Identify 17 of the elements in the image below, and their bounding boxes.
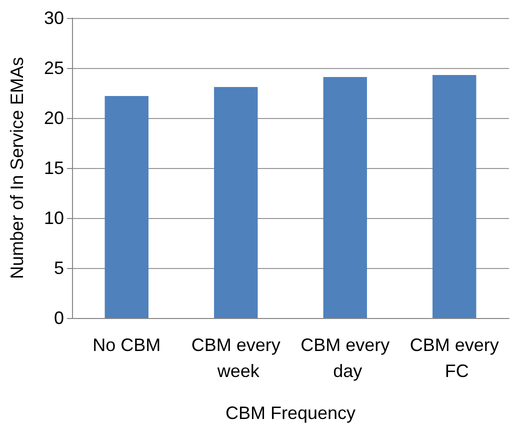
y-tick-label: 15: [44, 158, 64, 178]
x-tick-label: No CBM: [92, 335, 161, 355]
y-tick-label: 25: [44, 58, 64, 78]
x-tick-label: CBM every week: [191, 335, 280, 381]
bar: [432, 75, 476, 318]
y-tick-label: 5: [54, 258, 64, 278]
bar: [323, 77, 367, 318]
x-tick-label: CBM every FC: [410, 335, 499, 381]
bar: [214, 87, 258, 318]
x-tick-label: CBM every day: [300, 335, 390, 381]
x-axis-title: CBM Frequency: [225, 403, 356, 423]
y-tick-label: 10: [44, 208, 64, 228]
y-tick-label: 20: [44, 108, 64, 128]
y-tick-label: 0: [54, 308, 64, 328]
y-tick-label: 30: [44, 8, 64, 28]
bar: [104, 96, 148, 318]
y-axis-title: Number of In Service EMAs: [7, 56, 27, 280]
